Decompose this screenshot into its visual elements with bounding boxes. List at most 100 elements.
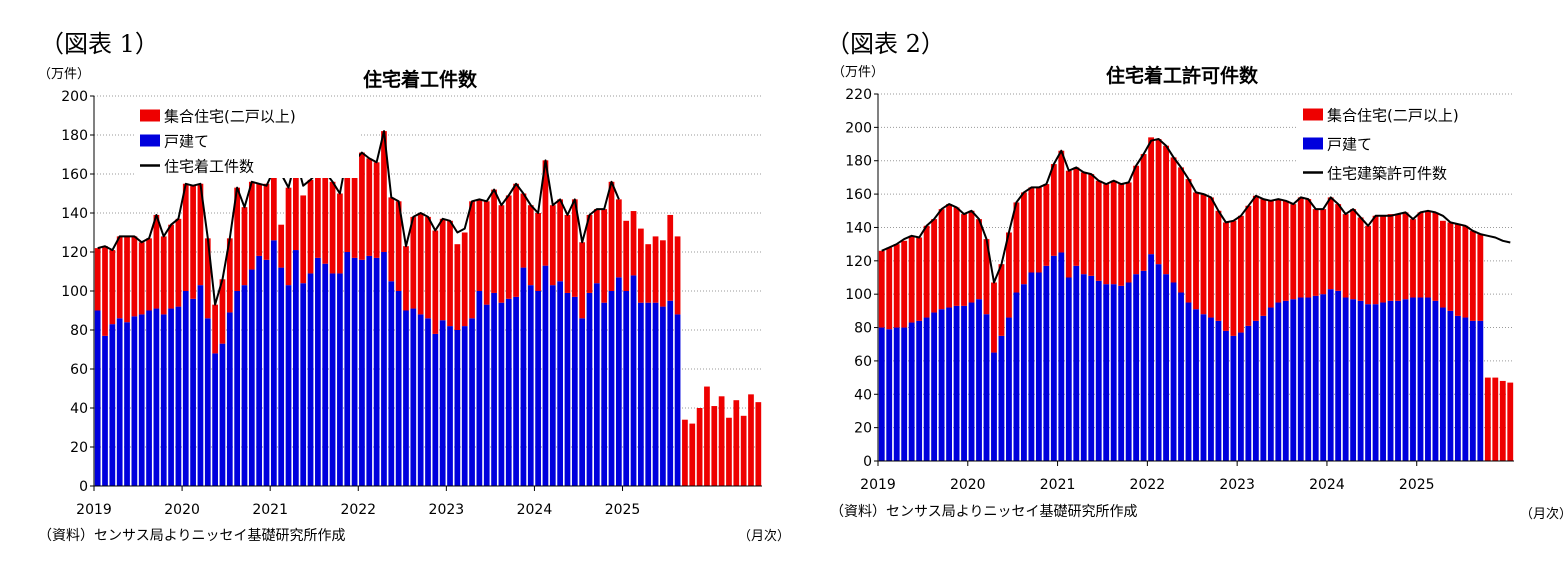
single-family-bar — [116, 318, 123, 486]
single-family-bar — [983, 314, 990, 461]
single-family-bar — [1058, 252, 1065, 461]
single-family-bar — [190, 298, 196, 486]
multi-family-bar — [1140, 154, 1147, 271]
single-family-bar — [608, 291, 615, 486]
single-family-bar — [1372, 304, 1379, 461]
legend-label: 住宅着工件数 — [164, 158, 254, 176]
multi-family-bar — [886, 247, 893, 330]
single-family-bar — [991, 352, 997, 461]
single-family-bar — [344, 252, 351, 486]
single-family-bar — [1462, 317, 1469, 461]
multi-family-bar — [535, 213, 541, 291]
y-tick-label: 80 — [70, 323, 88, 339]
multi-family-bar — [660, 240, 666, 307]
figure-label-2: （図表 2） — [826, 30, 945, 58]
multi-family-bar — [182, 183, 189, 291]
single-family-bar — [1425, 297, 1431, 461]
x-tick-label: 2019 — [860, 477, 896, 493]
single-family-bar — [1155, 264, 1162, 461]
single-family-bar — [293, 250, 299, 486]
multi-family-bar — [395, 201, 402, 291]
single-family-bar — [1095, 280, 1102, 461]
single-family-bar — [1230, 335, 1237, 461]
single-family-bar — [226, 312, 233, 486]
single-family-bar — [1245, 325, 1252, 461]
multi-family-bar — [1088, 174, 1095, 276]
single-family-bar — [1297, 297, 1304, 461]
single-family-bar — [1020, 284, 1027, 461]
single-family-bar — [564, 292, 571, 486]
single-family-bar — [630, 275, 637, 486]
single-family-bar — [315, 257, 321, 486]
multi-family-bar — [1372, 215, 1379, 305]
single-family-bar — [322, 263, 329, 486]
single-family-bar — [1035, 272, 1042, 461]
multi-family-bar — [1320, 209, 1327, 295]
multi-family-bar — [248, 181, 255, 270]
multi-family-bar — [373, 162, 380, 258]
y-tick-label: 220 — [845, 87, 872, 103]
single-family-bar — [1260, 315, 1267, 461]
single-family-bar — [1417, 297, 1424, 461]
multi-family-bar — [718, 396, 725, 486]
multi-family-bar — [1028, 187, 1035, 273]
multi-family-bar — [388, 197, 395, 282]
y-tick-label: 20 — [70, 440, 88, 456]
single-family-bar — [483, 304, 490, 486]
single-family-bar — [1282, 300, 1289, 461]
multi-family-bar — [593, 209, 600, 284]
single-family-bar — [946, 307, 953, 461]
single-family-bar — [146, 310, 152, 486]
single-family-bar — [1185, 302, 1192, 461]
multi-family-bar — [116, 236, 123, 319]
single-family-bar — [1447, 310, 1454, 461]
multi-family-bar — [300, 195, 307, 284]
multi-family-bar — [740, 415, 747, 486]
single-family-bar — [388, 281, 395, 486]
multi-family-bar — [351, 160, 358, 258]
single-family-bar — [248, 269, 255, 486]
total-line — [881, 138, 1511, 284]
multi-family-bar — [138, 242, 145, 315]
single-family-bar — [923, 317, 930, 461]
single-family-bar — [410, 308, 417, 486]
multi-family-bar — [542, 160, 549, 266]
multi-family-bar — [968, 210, 975, 303]
legend-label: 戸建て — [164, 133, 209, 151]
multi-family-bar — [168, 224, 174, 309]
single-family-bar — [1290, 299, 1297, 461]
single-family-bar — [381, 252, 387, 486]
multi-family-bar — [893, 244, 900, 328]
single-family-bar — [476, 291, 483, 486]
y-unit-label: （万件） — [38, 67, 90, 82]
legend-label: 住宅建築許可件数 — [1327, 165, 1447, 183]
multi-family-bar — [748, 394, 754, 486]
single-family-bar — [667, 300, 674, 486]
multi-family-bar — [557, 199, 563, 282]
multi-family-bar — [1148, 137, 1155, 255]
multi-family-bar — [1267, 200, 1274, 308]
single-family-bar — [938, 309, 945, 461]
multi-family-bar — [337, 193, 343, 274]
single-family-bar — [256, 255, 263, 486]
multi-family-bar — [1402, 212, 1409, 300]
multi-family-bar — [527, 205, 534, 286]
multi-family-bar — [908, 235, 915, 323]
multi-family-bar — [1095, 180, 1102, 281]
multi-family-bar — [1200, 194, 1207, 315]
multi-family-bar — [1350, 209, 1357, 300]
multi-family-bar — [1058, 150, 1065, 253]
single-family-bar — [1387, 300, 1394, 461]
single-family-bar — [1208, 317, 1214, 461]
single-family-bar — [674, 314, 681, 486]
multi-family-bar — [931, 219, 938, 313]
multi-family-bar — [1365, 225, 1372, 305]
multi-family-bar — [645, 244, 652, 303]
single-family-bar — [1088, 275, 1095, 461]
multi-family-bar — [381, 131, 387, 252]
multi-family-bar — [1305, 199, 1312, 298]
multi-family-bar — [923, 225, 930, 318]
single-family-bar — [1223, 330, 1229, 461]
single-family-bar — [373, 257, 380, 486]
multi-family-bar — [1492, 377, 1499, 461]
